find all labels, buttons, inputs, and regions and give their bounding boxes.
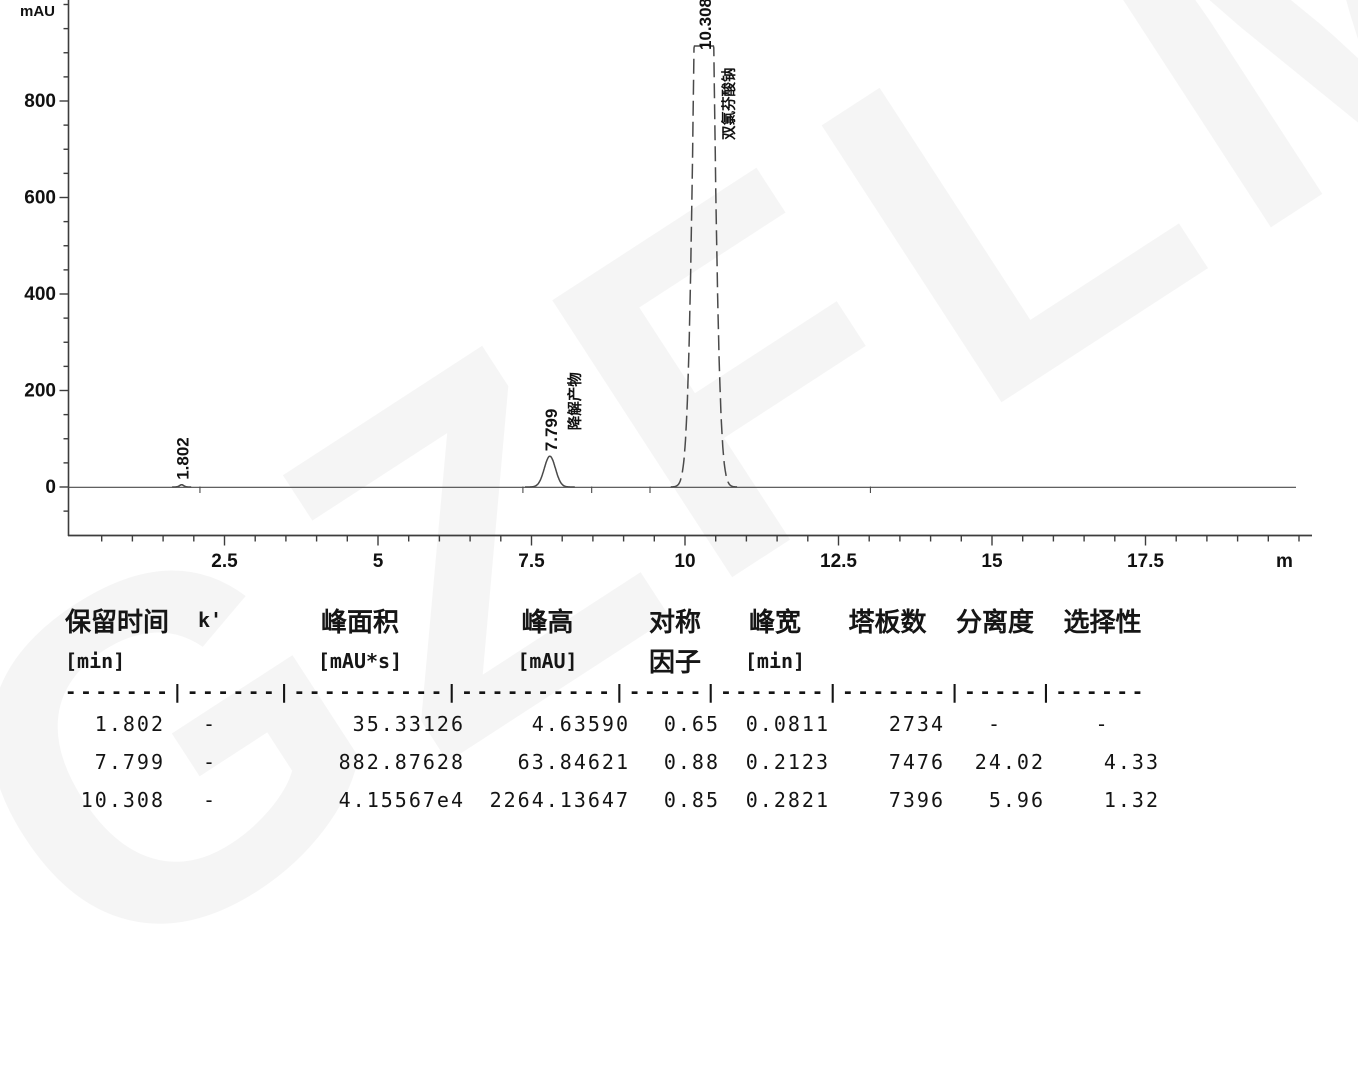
chromatogram-plot: 0 200 400 600 800 2.5 5 7.5 10 12.5 15 17.5 mAU m 1.80… (20, 0, 1312, 572)
table-cell: 0.2123 (745, 750, 830, 774)
y-tick-label: 0 (45, 477, 56, 498)
table-cell: 7396 (888, 788, 945, 812)
table-cell: - (202, 788, 218, 812)
table-cell: 63.84621 (517, 750, 630, 774)
table-cell: 35.33126 (352, 712, 465, 736)
x-tick-label: 2.5 (211, 551, 238, 572)
table-cell: 0.2821 (745, 788, 830, 812)
table-header-row-1: 保留时间 k' 峰面积 峰高 对称 峰宽 塔板数 分离度 选择性 (65, 598, 1160, 642)
x-tick-label: 7.5 (518, 551, 545, 572)
x-axis-end-label: m (1276, 551, 1293, 572)
column-header: 分离度 (955, 606, 1034, 637)
table-cell: - (1095, 712, 1110, 736)
peak-trace (670, 45, 738, 488)
table-cell: 1.32 (1103, 788, 1160, 812)
table-cell: 0.65 (663, 712, 720, 736)
table-cell: 4.33 (1103, 750, 1160, 774)
column-header: 对称 (648, 606, 701, 637)
peak-compound-label: 降解产物 (566, 372, 584, 430)
peak-rt-label: 7.799 (542, 409, 561, 452)
table-cell: 7476 (888, 750, 945, 774)
column-header: 选择性 (1063, 606, 1142, 637)
column-unit: 因子 (648, 647, 701, 677)
y-axis-unit-label: mAU (20, 3, 55, 20)
y-tick-label: 600 (24, 188, 56, 209)
y-tick-label: 200 (24, 381, 56, 402)
column-unit: [mAU*s] (317, 648, 403, 673)
table-cell: 7.799 (94, 750, 165, 774)
peak-compound-label: 双氯芬酸钠 (720, 68, 738, 141)
column-header: k' (197, 608, 223, 632)
peak-trace (525, 455, 575, 488)
peak-rt-label: 1.802 (174, 437, 193, 480)
table-cell: 4.63590 (531, 712, 630, 736)
peak-trace (172, 484, 192, 488)
x-tick-label: 5 (373, 551, 384, 572)
x-tick-label: 12.5 (820, 551, 857, 572)
table-row: 7.799 - 882.87628 63.84621 0.88 0.2123 7476 24.… (65, 743, 1160, 781)
peak-table-section: 保留时间 k' 峰面积 峰高 对称 峰宽 塔板数 分离度 选择性 [min] [mAU*s] [mAU… (0, 598, 1160, 819)
x-tick-label: 17.5 (1127, 551, 1164, 572)
table-row: 10.308 - 4.15567e4 2264.13647 0.85 0.2821 7396… (65, 781, 1160, 819)
table-cell: 2264.13647 (489, 788, 630, 812)
table-cell: - (202, 750, 218, 774)
column-header: 峰宽 (748, 606, 801, 637)
column-unit: [mAU] (517, 648, 578, 673)
table-cell: 10.308 (80, 788, 165, 812)
column-unit (830, 642, 945, 679)
column-unit: [min] (744, 648, 806, 673)
column-unit (945, 642, 1045, 679)
table-cell: 24.02 (974, 750, 1045, 774)
table-cell: 4.15567e4 (338, 788, 465, 812)
column-unit (1045, 642, 1160, 679)
table-cell: - (202, 712, 218, 736)
table-cell: 2734 (888, 712, 945, 736)
table-cell: 5.96 (988, 788, 1045, 812)
table-cell: 0.85 (663, 788, 720, 812)
table-cell: 882.87628 (338, 750, 465, 774)
table-cell: 0.88 (663, 750, 720, 774)
x-tick-label: 10 (674, 551, 695, 572)
column-unit (165, 642, 255, 679)
y-tick-label: 400 (24, 284, 56, 305)
y-tick-label: 800 (24, 91, 56, 112)
peak-table: 保留时间 k' 峰面积 峰高 对称 峰宽 塔板数 分离度 选择性 [min] [mAU*s] [mAU… (65, 598, 1160, 819)
column-header: 保留时间 (65, 606, 170, 637)
table-cell: - (987, 712, 1003, 736)
column-header: 峰高 (521, 606, 574, 637)
peak-rt-label: 10.308 (696, 0, 715, 50)
x-tick-label: 15 (981, 551, 1003, 572)
table-row: 1.802 - 35.33126 4.63590 0.65 0.0811 2734 - - (65, 705, 1160, 743)
table-separator-row: -------|------|----------|----------|---… (65, 679, 1160, 705)
table-cell: 1.802 (94, 712, 165, 736)
column-header: 峰面积 (320, 606, 399, 637)
column-unit: [min] (65, 648, 126, 673)
table-separator: -------|------|----------|----------|---… (65, 681, 1147, 703)
table-cell: 0.0811 (745, 712, 830, 736)
table-header-row-2: [min] [mAU*s] [mAU] 因子 [min] (65, 642, 1160, 679)
column-header: 塔板数 (848, 606, 927, 637)
